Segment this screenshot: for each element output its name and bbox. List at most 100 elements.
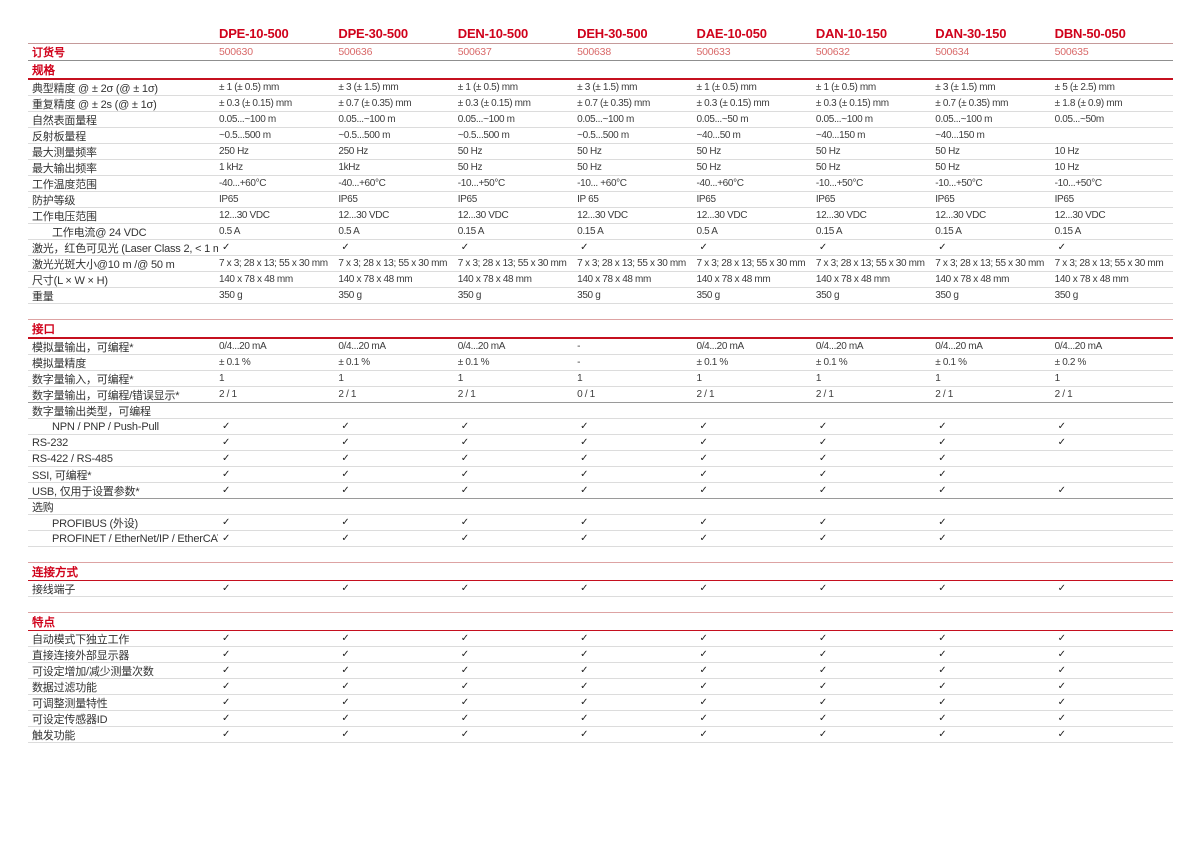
value-cell: ± 1 (± 0.5) mm — [457, 82, 518, 93]
check-icon: ✓ — [222, 421, 231, 432]
row-label: 反射板量程 — [32, 130, 86, 143]
value-cell: 0/4...20 mA — [457, 341, 506, 352]
value-cell: 2 / 1 — [338, 389, 357, 400]
check-icon: ✓ — [580, 242, 589, 253]
check-icon: ✓ — [1057, 665, 1067, 676]
row-label: 可设定传感器ID — [32, 713, 108, 726]
check-icon: ✓ — [818, 533, 828, 544]
value-cell: 12...30 VDC — [219, 210, 270, 221]
section-title: 接口 — [32, 323, 55, 336]
table-row: PROFIBUS (外设) ✓ ✓ ✓ ✓ ✓ ✓ ✓ — [28, 515, 1173, 531]
row-label: 尺寸(L × W × H) — [32, 274, 108, 287]
check-icon: ✓ — [1057, 649, 1067, 660]
value-cell: 140 x 78 x 48 mm — [338, 274, 413, 285]
row-label: 工作电流@ 24 VDC — [52, 226, 147, 239]
table-row: 模拟量精度 ± 0.1 % ± 0.1 % ± 0.1 % - ± 0.1 % ± 0.1 … — [28, 355, 1173, 371]
value-cell: 250 Hz — [338, 146, 368, 157]
check-icon: ✓ — [460, 583, 470, 594]
value-cell: 50 Hz — [935, 146, 960, 157]
row-label: 直接连接外部显示器 — [32, 649, 130, 662]
value-cell: 0.15 A — [935, 226, 962, 237]
value-cell: 140 x 78 x 48 mm — [935, 274, 1010, 285]
value-cell: 140 x 78 x 48 mm — [577, 274, 652, 285]
table-row: 自然表面量程 0.05...~100 m 0.05...~100 m 0.05...~… — [28, 112, 1173, 128]
check-icon: ✓ — [699, 469, 708, 480]
value-cell: -40...+60°C — [219, 178, 267, 189]
value-cell: 50 Hz — [935, 162, 960, 173]
value-cell: 1 — [338, 373, 344, 384]
model-header-row: DPE-10-500 DPE-30-500 DEN-10-500 DEH-30-500… — [28, 24, 1173, 44]
row-label: RS-422 / RS-485 — [32, 452, 113, 465]
check-icon: ✓ — [341, 453, 350, 464]
order-number: 500637 — [457, 46, 492, 58]
check-icon: ✓ — [580, 533, 589, 544]
value-cell: IP65 — [457, 194, 478, 205]
table-row: 工作电流@ 24 VDC 0.5 A 0.5 A 0.15 A 0.15 A 0.5 A 0… — [28, 224, 1173, 240]
check-icon: ✓ — [460, 242, 470, 253]
row-label: 防护等级 — [32, 194, 76, 207]
check-icon: ✓ — [222, 517, 231, 528]
section-title-row: 规格 — [28, 61, 1173, 80]
section-block: 连接方式 接线端子 ✓ ✓ ✓ ✓ ✓ ✓ ✓ ✓ — [28, 562, 1173, 597]
row-label: 激光光斑大小@10 m /@ 50 m — [32, 258, 175, 271]
check-icon: ✓ — [699, 649, 708, 660]
value-cell: 12...30 VDC — [577, 210, 628, 221]
check-icon: ✓ — [938, 713, 947, 724]
value-cell: 2 / 1 — [696, 389, 715, 400]
value-cell: 2 / 1 — [1054, 389, 1073, 400]
table-row: 重复精度 @ ± 2s (@ ± 1σ) ± 0.3 (± 0.15) mm ± 0… — [28, 96, 1173, 112]
table-row: 可设定增加/减少测量次数 ✓ ✓ ✓ ✓ ✓ ✓ ✓ ✓ — [28, 663, 1173, 679]
order-number: 500634 — [935, 46, 970, 58]
value-cell: ± 0.1 % — [935, 357, 967, 368]
check-icon: ✓ — [938, 485, 947, 496]
row-label: 最大测量频率 — [32, 146, 97, 159]
value-cell: 12...30 VDC — [1054, 210, 1106, 221]
value-cell: 0/4...20 mA — [696, 341, 745, 352]
value-cell: 0/4...20 mA — [935, 341, 983, 352]
check-icon: ✓ — [580, 453, 589, 464]
check-icon: ✓ — [938, 681, 947, 692]
check-icon: ✓ — [341, 469, 350, 480]
value-cell: ~0.5...500 m — [577, 130, 629, 141]
model-header-DEH-30-500: DEH-30-500 — [577, 26, 648, 41]
value-cell: 7 x 3; 28 x 13; 55 x 30 mm — [815, 258, 925, 269]
check-icon: ✓ — [580, 681, 589, 692]
check-icon: ✓ — [1057, 713, 1067, 724]
check-icon: ✓ — [818, 453, 828, 464]
value-cell: 0.15 A — [815, 226, 843, 237]
value-cell: ± 5 (± 2.5) mm — [1054, 82, 1115, 93]
row-label: 典型精度 @ ± 2σ (@ ± 1σ) — [32, 82, 158, 95]
check-icon: ✓ — [341, 421, 350, 432]
check-icon: ✓ — [460, 437, 470, 448]
check-icon: ✓ — [699, 242, 708, 253]
table-row: 典型精度 @ ± 2σ (@ ± 1σ) ± 1 (± 0.5) mm ± 3 (±… — [28, 80, 1173, 96]
row-label: SSI, 可编程* — [32, 469, 92, 482]
table-row: 防护等级 IP65 IP65 IP65 IP 65 IP65 IP65 IP65 IP65 — [28, 192, 1173, 208]
value-cell: 50 Hz — [815, 146, 841, 157]
row-label: 最大输出频率 — [32, 162, 97, 175]
check-icon: ✓ — [818, 713, 828, 724]
value-cell: IP65 — [1054, 194, 1075, 205]
section-title-row: 特点 — [28, 612, 1173, 631]
check-icon: ✓ — [818, 485, 828, 496]
check-icon: ✓ — [938, 633, 947, 644]
row-label: 工作电压范围 — [32, 210, 97, 223]
model-header-DAE-10-050: DAE-10-050 — [696, 26, 767, 41]
check-icon: ✓ — [938, 665, 947, 676]
value-cell: 10 Hz — [1054, 162, 1080, 173]
row-label: PROFINET / EtherNet/IP / EtherCAT — [52, 532, 218, 545]
value-cell: ~0.5...500 m — [338, 130, 391, 141]
value-cell: 1 — [935, 373, 941, 384]
check-icon: ✓ — [818, 665, 828, 676]
table-row: RS-422 / RS-485 ✓ ✓ ✓ ✓ ✓ ✓ ✓ — [28, 451, 1173, 467]
row-label: 模拟量精度 — [32, 357, 86, 370]
check-icon: ✓ — [1057, 697, 1067, 708]
value-cell: 7 x 3; 28 x 13; 55 x 30 mm — [219, 258, 328, 269]
check-icon: ✓ — [460, 533, 470, 544]
check-icon: ✓ — [818, 242, 828, 253]
table-row: 接线端子 ✓ ✓ ✓ ✓ ✓ ✓ ✓ ✓ — [28, 581, 1173, 597]
check-icon: ✓ — [460, 633, 470, 644]
check-icon: ✓ — [938, 437, 947, 448]
check-icon: ✓ — [460, 729, 470, 740]
